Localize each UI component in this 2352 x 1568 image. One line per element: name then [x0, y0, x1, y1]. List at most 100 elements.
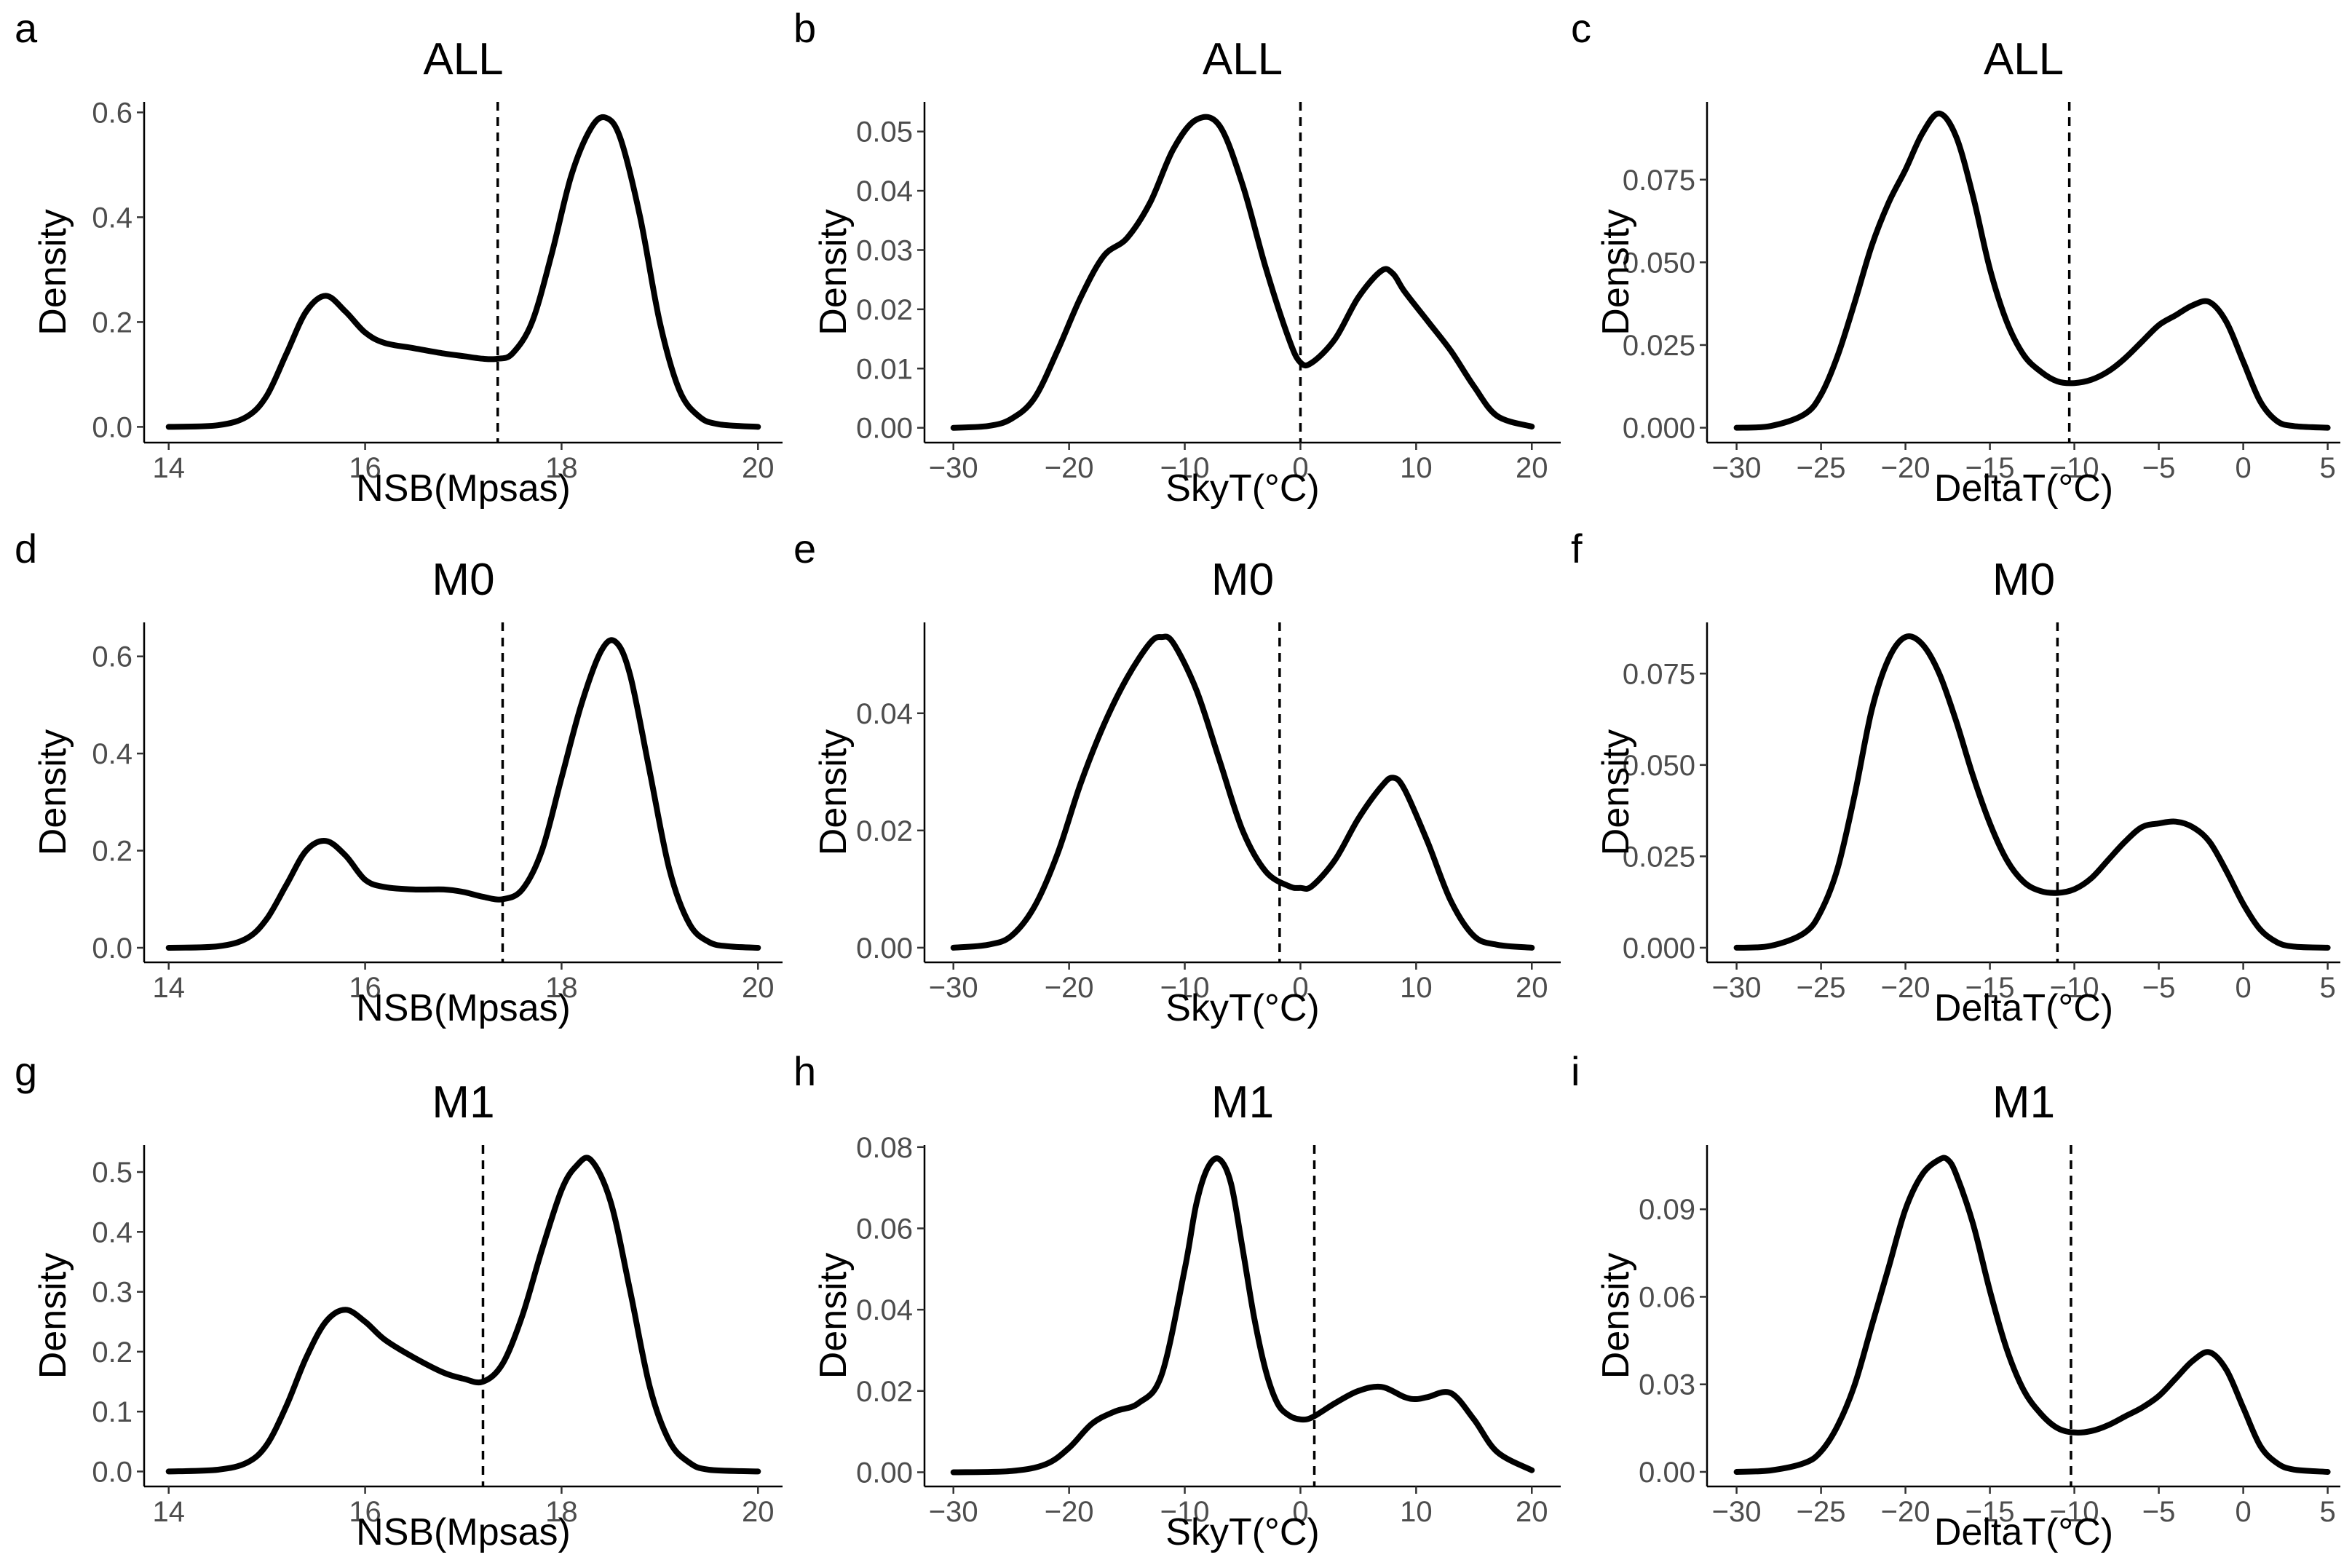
y-axis-title: Density	[812, 729, 855, 855]
x-tick-label: −30	[929, 452, 978, 484]
panel-letter: c	[1571, 5, 1591, 51]
panel-title: M0	[432, 555, 494, 605]
density-curve	[165, 114, 761, 430]
x-tick-label: 20	[1516, 452, 1548, 484]
x-tick-label: 10	[1400, 452, 1433, 484]
panel-i: i M1 0.00 0.03 0.06 0.09 −30 −25 −20 −15 −10 −5 0 5 De…	[1571, 1048, 2340, 1553]
x-tick-label: 10	[1400, 1496, 1433, 1528]
x-tick-label: 20	[1516, 972, 1548, 1004]
density-curve	[165, 637, 761, 951]
x-tick-label: 16	[349, 972, 381, 1004]
density-curve	[165, 1155, 761, 1475]
x-tick-label: −10	[2050, 452, 2099, 484]
x-tick-label: −30	[929, 1496, 978, 1528]
x-tick-label: −10	[1160, 1496, 1210, 1528]
x-tick-label: −20	[1881, 452, 1931, 484]
density-curve	[1733, 633, 2331, 951]
x-tick-label: −25	[1797, 452, 1846, 484]
panel-letter: f	[1571, 526, 1583, 571]
x-tick-label: −5	[2142, 452, 2176, 484]
y-tick-label: 0.6	[92, 641, 132, 673]
x-axis-title: NSB(Mpsas)	[356, 987, 571, 1029]
y-tick-label: 0.5	[92, 1157, 132, 1189]
panel-g: g M1 0.0 0.1 0.2 0.3 0.4 0.5 14 16 18 20 NSB(Mpsas) D…	[15, 1048, 783, 1553]
panel-title: ALL	[423, 34, 503, 84]
panel-title: ALL	[1203, 34, 1283, 84]
panel-letter: b	[793, 5, 816, 51]
y-tick-label: 0.4	[92, 202, 132, 234]
x-tick-label: 20	[742, 452, 775, 484]
x-tick-label: −30	[1712, 972, 1762, 1004]
y-tick-label: 0.04	[856, 1294, 913, 1326]
y-tick-label: 0.0	[92, 933, 132, 965]
y-tick-label: 0.2	[92, 1337, 132, 1369]
panel-title: M1	[1992, 1077, 2055, 1128]
y-tick-label: 0.09	[1639, 1194, 1695, 1226]
panel-title: M0	[1211, 555, 1274, 605]
y-tick-label: 0.00	[1639, 1457, 1695, 1489]
x-axis-title: SkyT(°C)	[1165, 987, 1319, 1029]
x-tick-label: −25	[1797, 1496, 1846, 1528]
x-tick-label: −30	[929, 972, 978, 1004]
x-tick-label: −20	[1881, 1496, 1931, 1528]
x-tick-label: 18	[545, 972, 578, 1004]
x-tick-label: −10	[2050, 1496, 2099, 1528]
x-tick-label: 0	[2235, 452, 2251, 484]
y-axis-title: Density	[1595, 729, 1637, 855]
x-tick-label: 20	[742, 1496, 775, 1528]
density-curve	[950, 1155, 1535, 1476]
x-tick-label: 20	[1516, 1496, 1548, 1528]
x-axis-title: SkyT(°C)	[1165, 1511, 1319, 1553]
x-tick-label: −5	[2142, 972, 2176, 1004]
x-tick-label: 10	[1400, 972, 1433, 1004]
x-axis-title: DeltaT(°C)	[1934, 1511, 2113, 1553]
y-tick-label: 0.03	[856, 234, 913, 266]
panel-e: e M0 0.00 0.02 0.04 −30 −20 −10 0 10 20 SkyT(°C) Den…	[793, 526, 1561, 1029]
x-tick-label: 0	[2235, 1496, 2251, 1528]
y-tick-label: 0.02	[856, 1376, 913, 1408]
x-axis-title: DeltaT(°C)	[1934, 467, 2113, 510]
y-tick-label: 0.4	[92, 1216, 132, 1248]
density-curve	[950, 633, 1535, 951]
x-tick-label: −10	[1160, 972, 1210, 1004]
y-tick-label: 0.050	[1623, 750, 1695, 782]
y-tick-label: 0.04	[856, 698, 913, 730]
x-tick-label: −25	[1797, 972, 1846, 1004]
panel-h: h M1 0.00 0.02 0.04 0.06 0.08 −30 −20 −10 0 10 20 Sky…	[793, 1048, 1561, 1553]
x-tick-label: 0	[2235, 972, 2251, 1004]
y-tick-label: 0.00	[856, 1457, 913, 1489]
x-tick-label: −15	[1965, 452, 2015, 484]
x-tick-label: −20	[1881, 972, 1931, 1004]
x-tick-label: 5	[2319, 452, 2335, 484]
y-tick-label: 0.0	[92, 411, 132, 443]
y-tick-label: 0.02	[856, 294, 913, 326]
y-tick-label: 0.00	[856, 933, 913, 965]
x-tick-label: 16	[349, 452, 381, 484]
x-tick-label: 20	[742, 972, 775, 1004]
x-tick-label: 14	[152, 452, 185, 484]
x-tick-label: −20	[1045, 452, 1094, 484]
y-tick-label: 0.4	[92, 738, 132, 770]
x-tick-label: −30	[1712, 452, 1762, 484]
density-curve	[1733, 110, 2331, 431]
panel-letter: d	[15, 526, 37, 571]
y-tick-label: 0.04	[856, 175, 913, 207]
panel-letter: i	[1571, 1048, 1580, 1094]
y-axis-title: Density	[812, 209, 855, 335]
y-tick-label: 0.06	[856, 1213, 913, 1245]
x-tick-label: 5	[2319, 1496, 2335, 1528]
x-tick-label: 0	[1292, 1496, 1308, 1528]
density-curve	[950, 114, 1535, 431]
y-tick-label: 0.075	[1623, 658, 1695, 690]
panel-title: ALL	[1984, 34, 2064, 84]
panel-c: c ALL 0.000 0.025 0.050 0.075 −30 −25 −20 −15 −10 −…	[1571, 5, 2340, 510]
y-tick-label: 0.03	[1639, 1369, 1695, 1401]
x-tick-label: −10	[2050, 972, 2099, 1004]
y-tick-label: 0.025	[1623, 841, 1695, 873]
y-tick-label: 0.075	[1623, 165, 1695, 197]
x-tick-label: 5	[2319, 972, 2335, 1004]
y-tick-label: 0.01	[856, 353, 913, 385]
x-axis-title: NSB(Mpsas)	[356, 467, 571, 510]
panel-d: d M0 0.0 0.2 0.4 0.6 14 16 18 20 NSB(Mpsas) Density	[15, 526, 783, 1029]
